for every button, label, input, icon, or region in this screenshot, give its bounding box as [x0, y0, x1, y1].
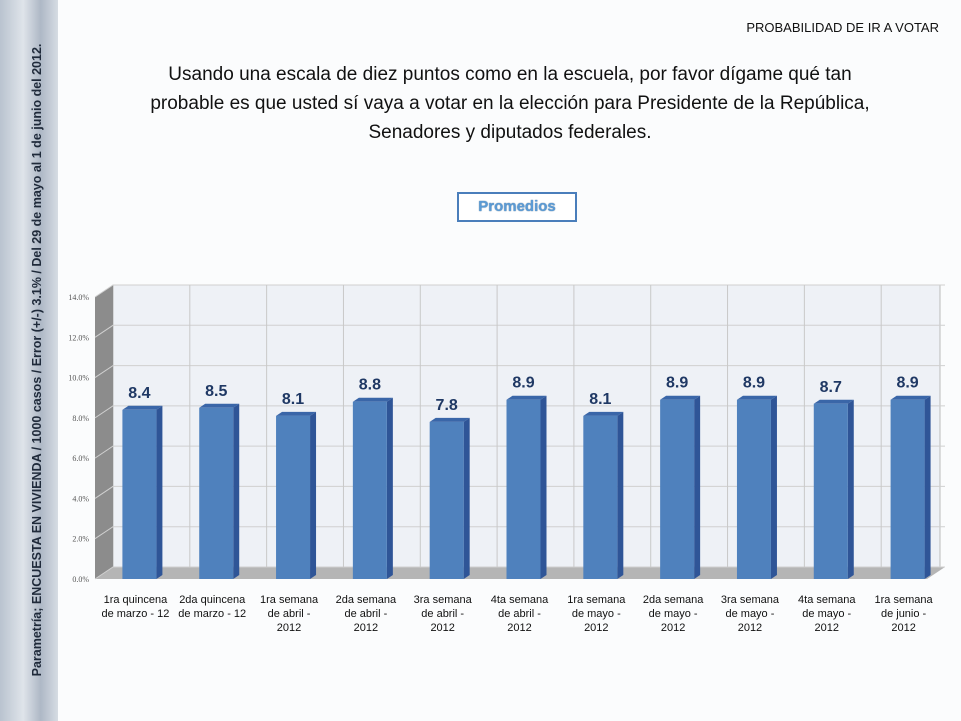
bar-top	[276, 411, 317, 416]
bar-top	[890, 395, 931, 400]
bar-top	[122, 405, 163, 410]
bar-side	[617, 411, 624, 579]
bar-side	[694, 395, 701, 579]
x-tick-label: 2012	[891, 622, 915, 634]
y-tick-label: 10.0%	[68, 374, 89, 383]
x-tick-label: de marzo - 12	[101, 608, 169, 620]
data-label: 7.8	[436, 397, 458, 414]
data-label: 8.9	[512, 375, 534, 392]
x-tick-label: 4ta semana	[798, 594, 856, 606]
x-tick-label: 1ra quincena	[104, 594, 168, 606]
section-title: PROBABILIDAD DE IR A VOTAR	[746, 20, 939, 35]
x-tick-label: de mayo -	[649, 608, 698, 620]
bar-top	[506, 395, 547, 400]
y-tick-label: 0.0%	[72, 575, 89, 584]
bar-side	[770, 395, 777, 579]
gridline	[94, 324, 945, 338]
bar	[583, 415, 618, 579]
bar-top	[660, 395, 701, 400]
x-tick-label: 1ra semana	[567, 594, 626, 606]
x-tick-label: 3ra semana	[721, 594, 780, 606]
data-label: 8.7	[820, 379, 842, 396]
bar-side	[463, 417, 470, 579]
x-tick-label: de abril -	[498, 608, 541, 620]
question-text: Usando una escala de diez puntos como en…	[150, 64, 870, 143]
x-tick-label: 4ta semana	[491, 594, 549, 606]
x-tick-label: 2012	[277, 622, 301, 634]
bar-side	[233, 403, 240, 579]
x-tick-label: de mayo -	[802, 608, 851, 620]
x-tick-label: 3ra semana	[414, 594, 473, 606]
bar-top	[736, 395, 777, 400]
y-tick-label: 2.0%	[72, 535, 89, 544]
x-tick-label: de junio -	[881, 608, 927, 620]
x-tick-label: 1ra semana	[875, 594, 934, 606]
x-tick-label: de mayo -	[572, 608, 621, 620]
bar	[890, 399, 925, 579]
gridline	[94, 284, 945, 298]
gridline	[94, 365, 945, 378]
x-tick-label: 2012	[584, 622, 608, 634]
data-label: 8.9	[896, 375, 918, 392]
bar-top	[813, 399, 854, 404]
bar	[813, 403, 848, 579]
y-tick-label: 4.0%	[72, 494, 89, 503]
x-tick-label: 2012	[738, 622, 762, 634]
x-tick-label: de mayo -	[725, 608, 774, 620]
x-tick-label: 1ra semana	[260, 594, 319, 606]
bar-top	[199, 403, 240, 408]
x-tick-label: 2012	[430, 622, 454, 634]
plot-side-wall	[95, 285, 113, 579]
bar	[122, 409, 157, 579]
x-tick-label: 2da semana	[643, 594, 704, 606]
x-tick-label: 2012	[661, 622, 685, 634]
x-tick-label: 2012	[354, 622, 378, 634]
bar-side	[386, 397, 393, 579]
bar-side	[310, 411, 317, 579]
bar	[506, 399, 541, 579]
x-tick-label: 2da semana	[336, 594, 397, 606]
y-tick-label: 14.0%	[68, 293, 89, 302]
data-label: 8.1	[282, 391, 304, 408]
x-tick-label: de abril -	[421, 608, 464, 620]
bar	[199, 407, 234, 579]
x-tick-label: 2da quincena	[179, 594, 246, 606]
bar	[429, 421, 464, 579]
x-tick-label: de abril -	[268, 608, 311, 620]
bar-side	[156, 405, 163, 579]
x-tick-label: de marzo - 12	[178, 608, 246, 620]
bar	[276, 415, 311, 579]
data-label: 8.8	[359, 377, 381, 394]
chart-title: Promedios	[457, 192, 577, 222]
data-label: 8.9	[743, 375, 765, 392]
bar-side	[847, 399, 854, 579]
data-label: 8.5	[205, 383, 227, 400]
x-tick-label: 2012	[815, 622, 839, 634]
x-tick-label: 2012	[507, 622, 531, 634]
bar	[660, 399, 695, 579]
side-decoration	[0, 0, 58, 721]
x-tick-label: de abril -	[344, 608, 387, 620]
bar-side	[924, 395, 931, 579]
data-label: 8.9	[666, 375, 688, 392]
bar-top	[352, 397, 393, 402]
y-tick-label: 6.0%	[72, 454, 89, 463]
y-tick-label: 12.0%	[68, 333, 89, 342]
bar-top	[429, 417, 470, 422]
bar	[352, 401, 387, 579]
data-label: 8.1	[589, 391, 611, 408]
bar-side	[540, 395, 547, 579]
y-tick-label: 8.0%	[72, 414, 89, 423]
bar	[736, 399, 771, 579]
bar-top	[583, 411, 624, 416]
data-label: 8.4	[128, 385, 150, 402]
